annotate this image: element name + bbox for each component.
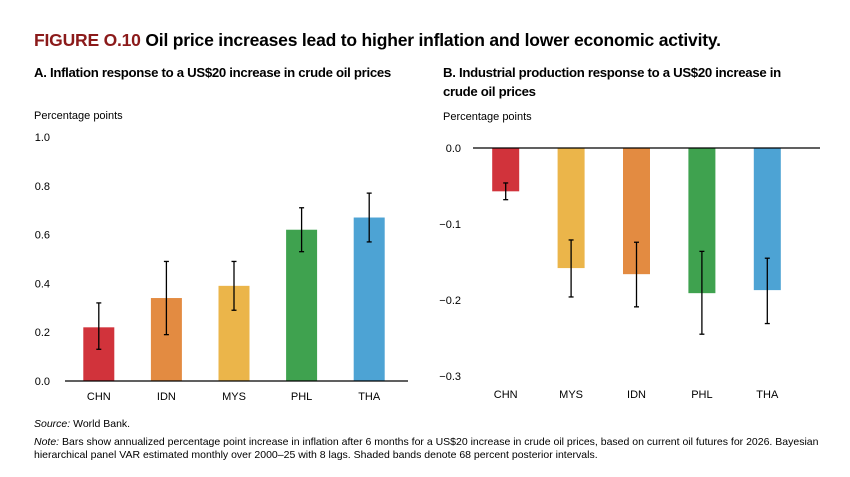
panel-a-bar-phl [286, 229, 318, 381]
panel-b-category-label: MYS [559, 389, 583, 401]
panel-b-category-label: THA [756, 389, 779, 401]
note-text: Note: Bars show annualized percentage po… [34, 436, 824, 462]
panel-a-ytick-label: 0.8 [35, 181, 50, 193]
panel-a-ytick-label: 1.0 [35, 132, 50, 144]
panel-a-ylabel: Percentage points [34, 110, 123, 122]
source-text: World Bank. [70, 418, 131, 430]
figure-title-text: Oil price increases lead to higher infla… [145, 30, 721, 50]
source-line: Source: World Bank. [34, 418, 130, 430]
panel-a-category-label: CHN [87, 391, 111, 403]
panel-a-category-label: IDN [157, 391, 176, 403]
figure-label: FIGURE O.10 [34, 30, 141, 50]
panel-a-bar-tha [353, 217, 385, 381]
panel-b-ytick-label: −0.3 [439, 371, 461, 383]
panel-a-category-label: THA [358, 391, 381, 403]
panel-a-ytick-label: 0.0 [35, 376, 50, 388]
panel-a-title: A. Inflation response to a US$20 increas… [34, 65, 391, 80]
panel-a-ytick-label: 0.2 [35, 327, 50, 339]
panel-a-ytick-label: 0.4 [35, 278, 50, 290]
panel-b-category-label: CHN [494, 389, 518, 401]
panel-b-category-label: IDN [627, 389, 646, 401]
panel-a-category-label: MYS [222, 391, 246, 403]
panel-a-ytick-label: 0.6 [35, 230, 50, 242]
panel-a-category-label: PHL [291, 391, 312, 403]
panel-b-title: B. Industrial production response to a U… [443, 65, 781, 99]
panel-b-ytick-label: 0.0 [446, 143, 461, 155]
note-body: Bars show annualized percentage point in… [34, 436, 819, 461]
panel-b-ytick-label: −0.1 [439, 219, 461, 231]
panel-b-category-label: PHL [691, 389, 712, 401]
panel-b-ylabel: Percentage points [443, 111, 532, 123]
source-label: Source: [34, 418, 71, 430]
note-label: Note: [34, 436, 60, 448]
figure-title: FIGURE O.10 Oil price increases lead to … [34, 30, 721, 51]
panel-b-ytick-label: −0.2 [439, 295, 461, 307]
